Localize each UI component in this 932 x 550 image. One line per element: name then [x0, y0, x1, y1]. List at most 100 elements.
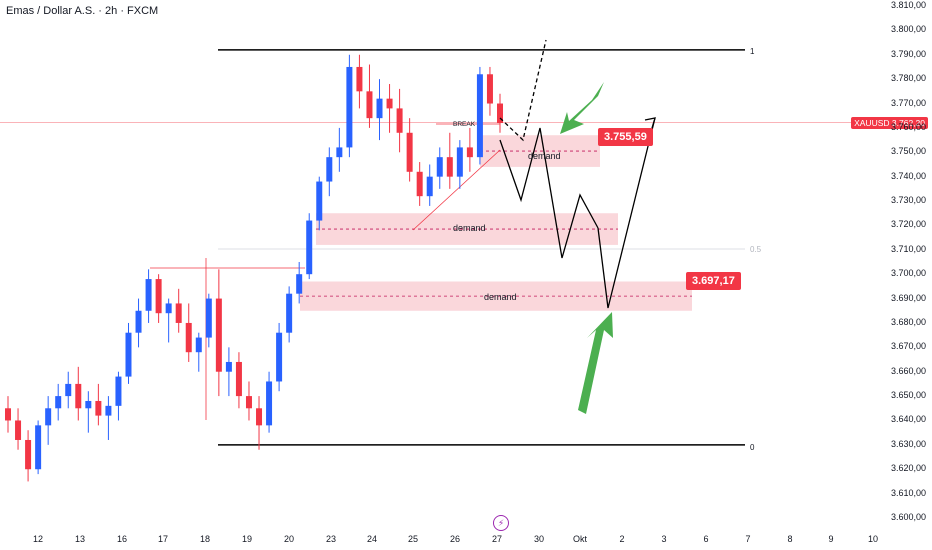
candle-body: [386, 98, 393, 109]
trendline: [412, 149, 501, 231]
symbol-price-tag: XAUUSD 3.762,20: [851, 117, 928, 129]
symbol-price: 3.762,20: [891, 118, 925, 128]
candle-body: [466, 147, 473, 158]
time-tick-label: 30: [533, 534, 545, 544]
candle-body: [406, 132, 413, 172]
projection-lower-path: [597, 117, 656, 309]
projection-arrowhead: [644, 117, 656, 129]
candle-body: [75, 383, 82, 409]
price-tick-label: 3.630,00: [890, 438, 926, 449]
candle-body: [195, 337, 202, 353]
zone-label-lower: demand: [484, 292, 517, 302]
candle-body: [35, 425, 42, 470]
price-tick-label: 3.720,00: [890, 219, 926, 230]
candle-body: [15, 420, 22, 440]
price-tick-label: 3.600,00: [890, 512, 926, 522]
green-arrow-lower: [578, 312, 613, 414]
price-tick-label: 3.790,00: [890, 48, 926, 59]
time-tick-label: Okt: [572, 534, 588, 544]
time-tick-label: 24: [366, 534, 378, 544]
time-tick-label: 23: [325, 534, 337, 544]
time-tick-label: 10: [867, 534, 879, 544]
candle-body: [326, 157, 333, 182]
symbol-name: XAUUSD: [854, 118, 890, 128]
candle-body: [497, 103, 503, 124]
time-tick-label: 19: [241, 534, 253, 544]
candle-body: [85, 400, 92, 409]
candle-body: [45, 408, 52, 426]
candle-body: [256, 408, 263, 426]
candle-body: [376, 98, 383, 119]
fib-label-0: 0: [750, 443, 755, 452]
price-tick-label: 3.800,00: [890, 24, 926, 35]
time-tick-label: 6: [703, 534, 709, 544]
price-tick-label: 3.780,00: [890, 73, 926, 84]
candle-body: [175, 303, 182, 323]
candle-body: [456, 147, 463, 177]
candle-body: [55, 396, 62, 409]
candle-body: [396, 108, 403, 133]
price-tick-label: 3.690,00: [890, 292, 926, 303]
candle-body: [245, 396, 252, 409]
price-tick-label: 3.750,00: [890, 146, 926, 157]
price-tick-label: 3.640,00: [890, 414, 926, 425]
candle-body: [215, 298, 222, 372]
candle-body: [185, 322, 192, 353]
time-tick-label: 25: [407, 534, 419, 544]
time-tick-label: 12: [32, 534, 44, 544]
fib-label-1: 1: [750, 47, 755, 56]
candle-body: [205, 298, 212, 338]
candle-body: [266, 381, 273, 426]
candle-body: [115, 376, 122, 406]
candle-body: [446, 157, 453, 177]
candle-body: [366, 91, 373, 119]
time-tick-label: 27: [491, 534, 503, 544]
price-tick-label: 3.760,00: [890, 121, 926, 132]
candle-body: [95, 400, 102, 416]
price-tick-label: 3.650,00: [890, 390, 926, 401]
candle-body: [105, 405, 112, 416]
price-tick-label: 3.670,00: [890, 341, 926, 352]
candle-body: [486, 74, 493, 104]
candle-body: [426, 176, 433, 197]
lightning-icon[interactable]: ⚡: [493, 515, 509, 531]
price-box-upper: 3.755,59: [598, 128, 653, 146]
time-tick-label: 18: [199, 534, 211, 544]
price-tick-label: 3.610,00: [890, 487, 926, 498]
candle-body: [225, 361, 232, 372]
candle-body: [336, 147, 343, 158]
candle-body: [316, 181, 323, 221]
candle-body: [165, 303, 172, 314]
price-tick-label: 3.680,00: [890, 316, 926, 327]
time-tick-label: 17: [157, 534, 169, 544]
green-arrow-upper: [560, 82, 604, 134]
candle-body: [65, 383, 72, 397]
candle-body: [476, 74, 483, 158]
time-tick-label: 3: [661, 534, 667, 544]
price-tick-label: 3.700,00: [890, 268, 926, 279]
candle-body: [135, 310, 142, 333]
candle-body: [235, 361, 242, 397]
time-tick-label: 2: [619, 534, 625, 544]
candle-body: [25, 439, 32, 470]
chart-title: Emas / Dollar A.S. · 2h · FXCM: [6, 5, 159, 17]
time-tick-label: 13: [74, 534, 86, 544]
time-tick-label: 9: [828, 534, 834, 544]
price-tick-label: 3.730,00: [890, 195, 926, 206]
candle-body: [296, 274, 303, 294]
time-tick-label: 7: [745, 534, 751, 544]
time-tick-label: 16: [116, 534, 128, 544]
price-tick-label: 3.810,00: [890, 0, 926, 10]
candle-body: [286, 293, 293, 333]
candle-body: [306, 220, 313, 275]
candle-body: [356, 66, 363, 92]
fib-label-05: 0.5: [750, 245, 762, 254]
projection-dashed-alt: [499, 39, 547, 142]
candle-body: [5, 408, 11, 421]
candle-body: [155, 279, 162, 314]
candle-body: [416, 171, 423, 197]
candle-body: [145, 279, 152, 311]
price-tick-label: 3.660,00: [890, 365, 926, 376]
price-box-lower: 3.697,17: [686, 272, 741, 290]
